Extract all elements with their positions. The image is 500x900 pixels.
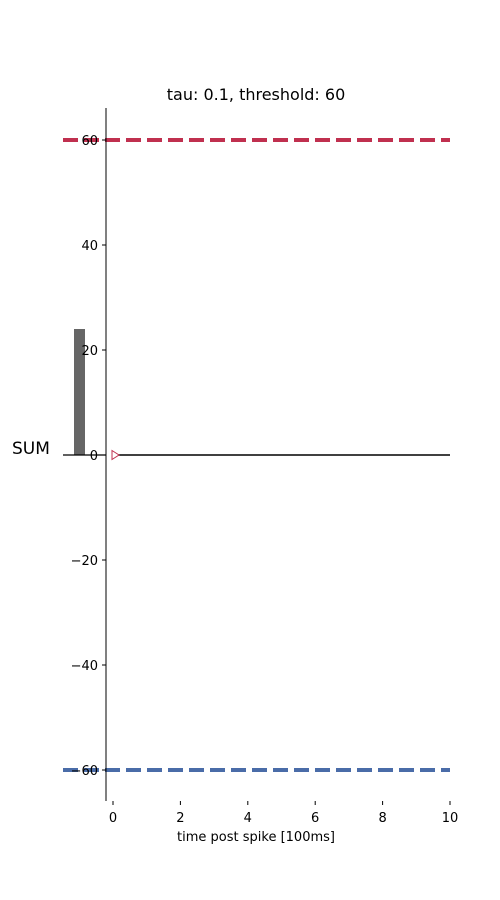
x-axis-label: time post spike [100ms] bbox=[177, 830, 335, 845]
y-tick-label: 0 bbox=[90, 449, 98, 464]
chart-title: tau: 0.1, threshold: 60 bbox=[167, 85, 346, 104]
series-start-marker bbox=[111, 449, 120, 461]
x-tick-label: 4 bbox=[244, 811, 252, 826]
y-tick-label: 20 bbox=[81, 344, 98, 359]
x-tick-label: 10 bbox=[442, 811, 459, 826]
y-tick-label: −60 bbox=[71, 764, 98, 779]
y-tick-label: −20 bbox=[71, 554, 98, 569]
y-axis-label: SUM bbox=[12, 439, 50, 459]
x-tick-label: 8 bbox=[378, 811, 386, 826]
x-tick-label: 6 bbox=[311, 811, 319, 826]
y-tick-label: 40 bbox=[81, 239, 98, 254]
x-tick-label: 2 bbox=[176, 811, 184, 826]
y-tick-label: −40 bbox=[71, 659, 98, 674]
x-tick-label: 0 bbox=[109, 811, 117, 826]
y-tick-label: 60 bbox=[81, 134, 98, 149]
sum-bar bbox=[74, 329, 85, 455]
axes: −60 −40 −20 0 20 40 60 0 2 4 6 8 10 bbox=[71, 108, 459, 826]
plot-area bbox=[63, 138, 450, 772]
